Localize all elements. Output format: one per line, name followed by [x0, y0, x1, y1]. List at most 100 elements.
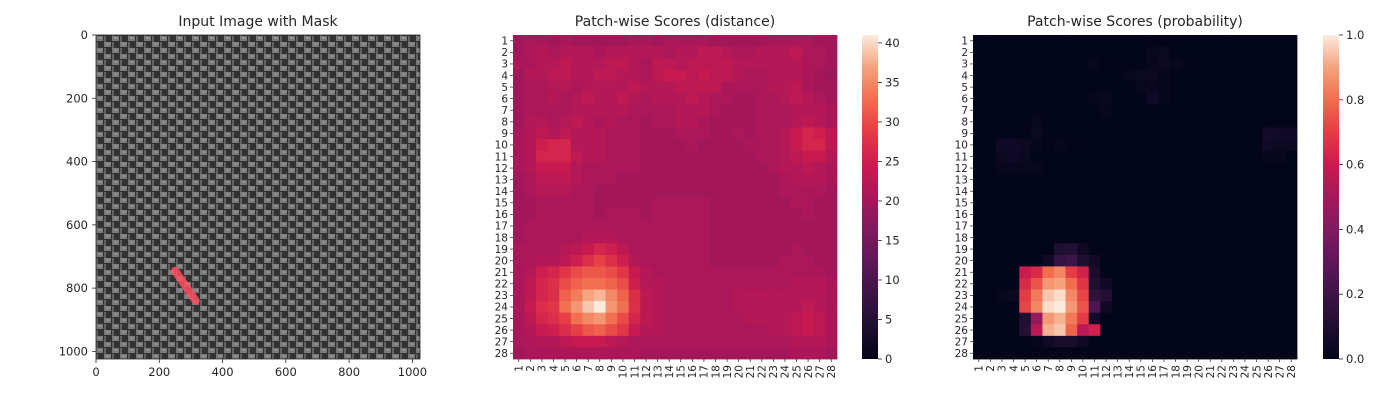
- probability-cell: [1285, 92, 1298, 105]
- probability-cell: [1216, 162, 1228, 175]
- probability-cell: [1250, 208, 1263, 221]
- probability-cell: [1250, 150, 1263, 163]
- probability-cell: [1019, 220, 1032, 233]
- distance-cell: [686, 278, 699, 290]
- probability-cell: [1111, 220, 1124, 233]
- probability-cell: [1019, 139, 1032, 152]
- distance-cell: [698, 116, 711, 128]
- distance-row-label: 27: [495, 336, 508, 348]
- probability-cell: [1111, 173, 1124, 186]
- distance-cell: [617, 266, 630, 279]
- probability-cell: [1216, 266, 1228, 279]
- probability-cell: [973, 139, 985, 152]
- distance-cell: [825, 208, 838, 221]
- probability-cell: [996, 35, 1009, 47]
- distance-cell: [802, 347, 815, 360]
- probability-cell: [1111, 58, 1124, 71]
- distance-cell: [767, 243, 780, 256]
- distance-cell: [686, 35, 699, 47]
- distance-cell: [675, 220, 687, 233]
- distance-cell: [547, 127, 560, 140]
- distance-cell: [628, 301, 641, 314]
- distance-cell: [594, 266, 606, 279]
- probability-cell: [1135, 104, 1147, 117]
- distance-cell: [617, 335, 630, 348]
- probability-cell: [1158, 312, 1171, 325]
- probability-cell: [1262, 69, 1275, 82]
- probability-cell: [984, 254, 997, 267]
- distance-cell: [524, 347, 537, 360]
- distance-cell: [698, 208, 711, 221]
- distance-cell: [721, 301, 734, 314]
- probability-cell: [984, 127, 997, 140]
- distance-col-label: 6: [571, 365, 583, 372]
- probability-cell: [1100, 185, 1113, 198]
- distance-cell: [605, 81, 618, 94]
- distance-cell: [790, 289, 803, 302]
- distance-cell: [547, 58, 560, 71]
- distance-cell: [547, 312, 560, 325]
- probability-cell: [1100, 289, 1113, 302]
- distance-cell: [582, 278, 595, 290]
- probability-cell: [1192, 266, 1205, 279]
- image-frame: [95, 34, 421, 360]
- probability-col-label: 3: [997, 365, 1009, 372]
- distance-cell: [790, 35, 803, 47]
- distance-cell: [767, 266, 780, 279]
- probability-cell: [1262, 81, 1275, 94]
- distance-cell: [732, 220, 745, 233]
- probability-cell: [1250, 278, 1263, 290]
- distance-cell: [732, 46, 745, 59]
- distance-cell: [698, 243, 711, 256]
- probability-cell: [1239, 254, 1252, 267]
- distance-cell: [617, 81, 630, 94]
- probability-cell: [1285, 150, 1298, 163]
- distance-cell: [559, 104, 572, 117]
- probability-cell: [1042, 231, 1055, 244]
- probability-cb-label: 0.6: [1346, 158, 1364, 172]
- distance-cell: [559, 139, 572, 152]
- distance-cell: [802, 312, 815, 325]
- probability-cell: [1146, 301, 1159, 314]
- distance-cell: [802, 92, 815, 105]
- distance-cell: [651, 139, 664, 152]
- distance-cell: [605, 266, 618, 279]
- distance-cell: [582, 139, 595, 152]
- distance-cell: [698, 139, 711, 152]
- distance-cell: [802, 35, 815, 47]
- distance-cell: [825, 69, 838, 82]
- probability-cell: [1181, 116, 1194, 128]
- distance-cell: [524, 104, 537, 117]
- distance-cell: [744, 254, 757, 267]
- probability-cell: [1007, 58, 1020, 71]
- probability-cell: [1111, 254, 1124, 267]
- probability-cell: [1077, 301, 1090, 314]
- probability-cell: [1111, 301, 1124, 314]
- distance-cell: [825, 162, 838, 175]
- distance-cell: [536, 139, 549, 152]
- probability-cell: [1192, 139, 1205, 152]
- distance-cell: [605, 150, 618, 163]
- probability-cell: [1100, 58, 1113, 71]
- distance-cell: [779, 150, 792, 163]
- probability-row-label: 18: [955, 232, 968, 244]
- distance-cell: [524, 92, 537, 105]
- probability-cell: [1054, 46, 1066, 59]
- distance-cell: [732, 58, 745, 71]
- probability-cell: [1088, 208, 1101, 221]
- probability-cell: [1111, 347, 1124, 360]
- distance-cell: [651, 301, 664, 314]
- probability-cell: [1216, 335, 1228, 348]
- probability-cell: [1007, 104, 1020, 117]
- distance-cell: [790, 220, 803, 233]
- probability-cell: [1262, 127, 1275, 140]
- probability-cell: [1181, 347, 1194, 360]
- probability-cell: [1123, 312, 1136, 325]
- distance-cell: [744, 81, 757, 94]
- probability-cell: [1262, 231, 1275, 244]
- probability-cell: [1192, 162, 1205, 175]
- distance-cell: [686, 127, 699, 140]
- distance-col-label: 13: [652, 365, 664, 378]
- probability-col-label: 21: [1205, 365, 1217, 378]
- probability-cell: [1030, 81, 1043, 94]
